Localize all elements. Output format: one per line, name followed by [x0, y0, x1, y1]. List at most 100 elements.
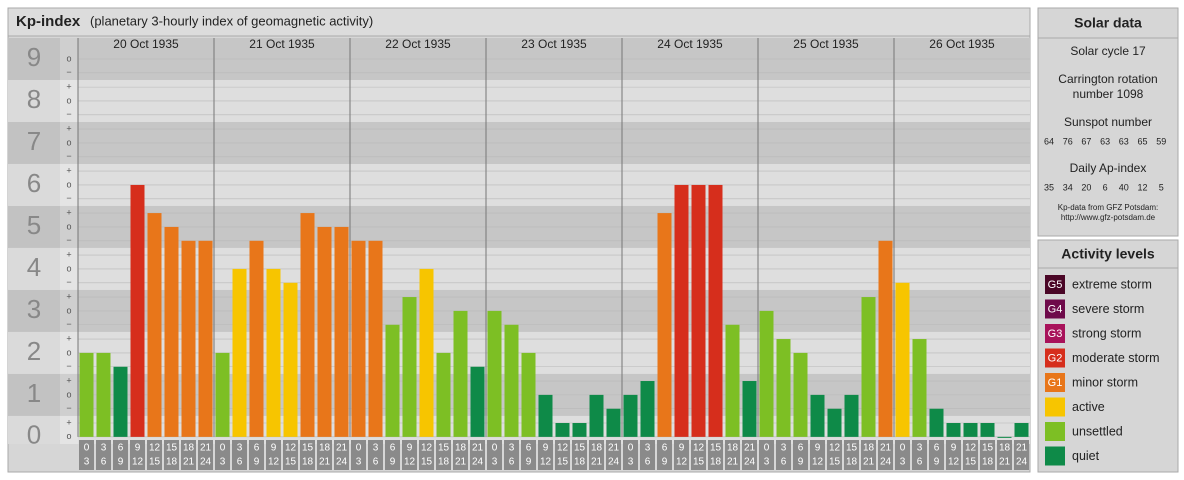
time-slot-to: 3 — [628, 457, 634, 468]
time-slot-to: 3 — [900, 457, 906, 468]
time-slot-box — [912, 440, 927, 470]
time-slot-from: 9 — [815, 443, 821, 454]
sunspot-number: 65 — [1137, 136, 1147, 146]
time-slot-to: 3 — [764, 457, 770, 468]
time-slot-from: 9 — [679, 443, 685, 454]
time-slot-from: 21 — [744, 443, 756, 454]
minor-tick-label: + — [66, 165, 71, 175]
time-slot-to: 24 — [608, 457, 620, 468]
time-slot-to: 15 — [557, 457, 569, 468]
y-tick-label: 4 — [27, 252, 41, 282]
time-slot-to: 24 — [744, 457, 756, 468]
time-slot-to: 18 — [438, 457, 450, 468]
time-slot-to: 12 — [948, 457, 960, 468]
time-slot-from: 6 — [390, 443, 396, 454]
time-slot-to: 21 — [319, 457, 331, 468]
level-badge: G1 — [1048, 377, 1063, 389]
time-slot-to: 12 — [268, 457, 280, 468]
time-slot-to: 12 — [132, 457, 144, 468]
ap-value: 5 — [1159, 182, 1164, 192]
label-band — [8, 79, 60, 122]
ap-title: Daily Ap-index — [1070, 161, 1147, 175]
bar — [215, 352, 230, 437]
title-bar — [7, 7, 1031, 37]
time-slot-box — [878, 440, 893, 470]
level-badge: G5 — [1048, 279, 1063, 291]
time-slot-to: 15 — [421, 457, 433, 468]
bar — [538, 394, 553, 437]
minor-band — [60, 121, 78, 164]
y-tick-label: 3 — [27, 294, 41, 324]
panel-title: Activity levels — [1061, 246, 1155, 262]
sunspot-number: 64 — [1044, 136, 1054, 146]
bar — [181, 240, 196, 437]
time-slot-to: 6 — [101, 457, 107, 468]
minor-tick-label: o — [66, 179, 71, 189]
day-label: 23 Oct 1935 — [521, 37, 587, 51]
time-slot-from: 18 — [863, 443, 875, 454]
minor-tick-label: o — [66, 137, 71, 147]
sunspot-number: 63 — [1100, 136, 1110, 146]
day-label: 20 Oct 1935 — [113, 37, 179, 51]
time-slot-to: 6 — [917, 457, 923, 468]
time-slot-box — [555, 440, 570, 470]
minor-tick-label: − — [66, 109, 71, 119]
minor-tick-label: o — [66, 389, 71, 399]
time-slot-box — [640, 440, 655, 470]
label-band — [8, 121, 60, 164]
bar — [878, 240, 893, 437]
bar — [300, 213, 315, 437]
bar — [436, 352, 451, 437]
bar — [555, 423, 570, 437]
time-slot-box — [759, 440, 774, 470]
time-slot-box — [113, 440, 128, 470]
time-slot-box — [793, 440, 808, 470]
minor-tick-label: o — [66, 305, 71, 315]
time-slot-to: 3 — [84, 457, 90, 468]
time-slot-box — [742, 440, 757, 470]
minor-band — [60, 247, 78, 290]
level-badge: G4 — [1048, 303, 1063, 315]
time-slot-from: 18 — [591, 443, 603, 454]
time-slot-to: 18 — [982, 457, 994, 468]
time-slot-from: 0 — [492, 443, 498, 454]
bar — [317, 226, 332, 437]
bar — [980, 423, 995, 437]
time-slot-from: 3 — [509, 443, 515, 454]
level-swatch — [1045, 446, 1065, 466]
time-slot-box — [674, 440, 689, 470]
time-slot-to: 24 — [880, 457, 892, 468]
label-band — [8, 373, 60, 416]
time-slot-from: 6 — [526, 443, 532, 454]
minor-tick-label: + — [66, 81, 71, 91]
time-slot-from: 21 — [200, 443, 212, 454]
sunspot-number: 59 — [1156, 136, 1166, 146]
time-slot-box — [198, 440, 213, 470]
level-swatch — [1045, 373, 1065, 392]
time-slot-box — [521, 440, 536, 470]
bar — [606, 408, 621, 437]
time-slot-box — [844, 440, 859, 470]
bar — [844, 394, 859, 437]
minor-tick-label: − — [66, 151, 71, 161]
ap-value: 20 — [1081, 182, 1091, 192]
time-slot-box — [79, 440, 94, 470]
time-slot-box — [1014, 440, 1029, 470]
time-slot-to: 15 — [693, 457, 705, 468]
time-slot-box — [657, 440, 672, 470]
y-tick-label: 1 — [27, 378, 41, 408]
minor-tick-label: − — [66, 277, 71, 287]
level-name: quiet — [1072, 449, 1100, 463]
time-slot-from: 0 — [220, 443, 226, 454]
day-label: 22 Oct 1935 — [385, 37, 451, 51]
bar — [810, 394, 825, 437]
level-swatch — [1045, 422, 1065, 441]
level-name: extreme storm — [1072, 277, 1152, 291]
bar — [232, 268, 247, 437]
bar — [827, 408, 842, 437]
minor-tick-label: o — [66, 347, 71, 357]
time-slot-box — [623, 440, 638, 470]
time-slot-from: 15 — [982, 443, 994, 454]
time-slot-from: 12 — [829, 443, 841, 454]
bar — [487, 310, 502, 437]
